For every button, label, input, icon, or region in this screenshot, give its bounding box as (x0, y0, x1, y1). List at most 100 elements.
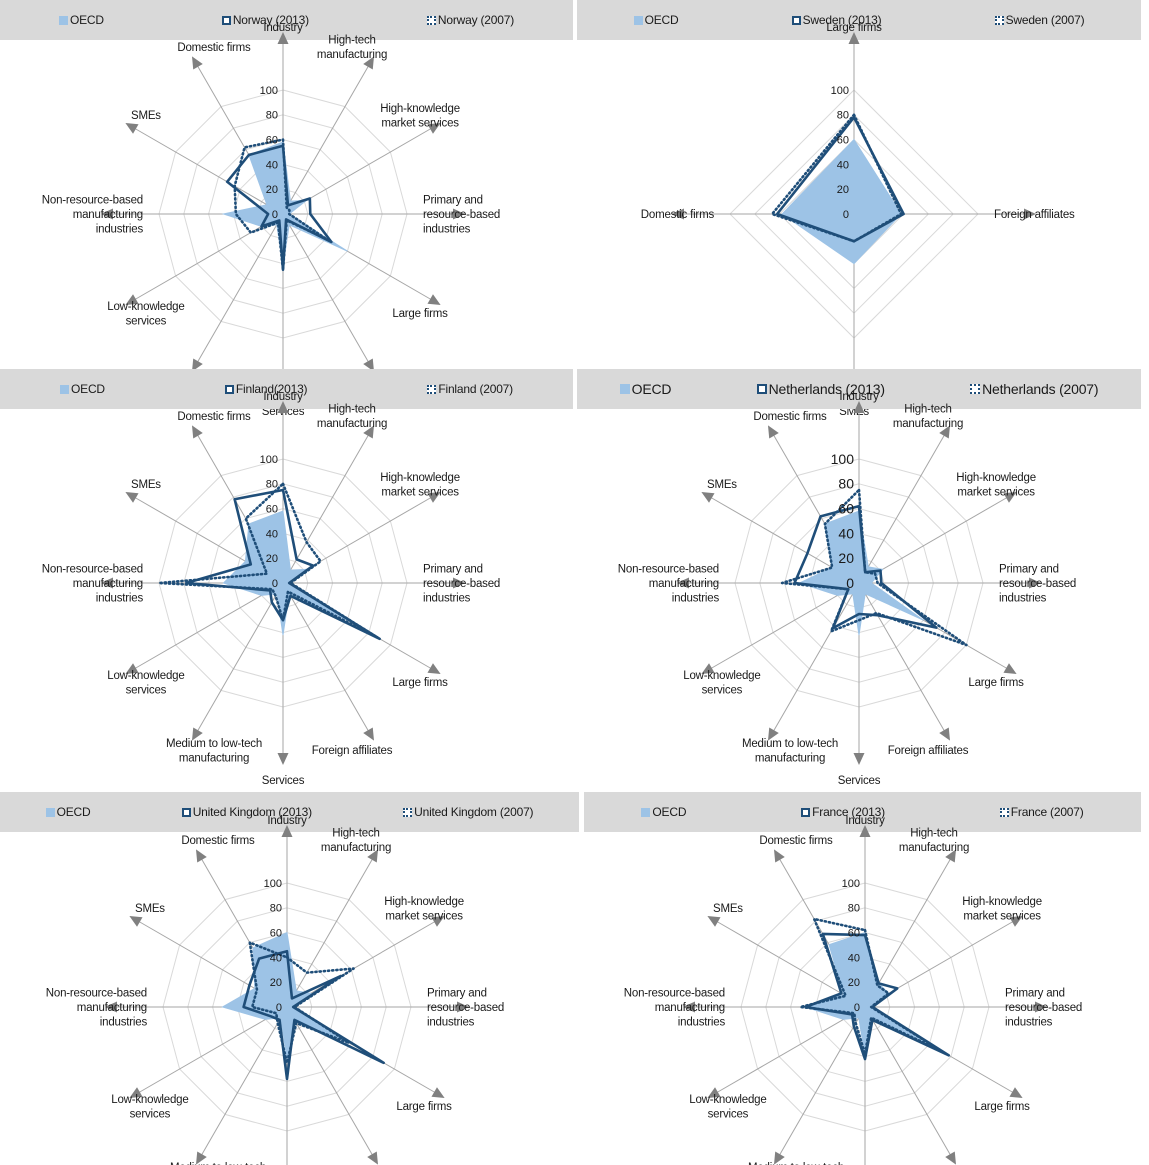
axis-arrow (939, 727, 950, 741)
legend-swatch-fill (58, 15, 68, 25)
axis-line (286, 920, 437, 1008)
legend-label: Netherlands (2013) (768, 381, 885, 397)
axis-arrow (277, 753, 289, 765)
panel-norway: OECD Norway (2013) Norway (2007) 0 20 40 60… (0, 0, 573, 418)
legend-swatch-solid (181, 807, 191, 817)
axis-arrow (1003, 663, 1017, 674)
axis-label: SMEs (713, 903, 743, 915)
axis-arrow (277, 401, 289, 413)
axis-arrow (129, 916, 143, 927)
axis-label: High-knowledge market services (384, 896, 464, 923)
tick-label: 100 (260, 454, 278, 466)
tick-label: 100 (831, 451, 855, 467)
axis-label: Domestic firms (181, 835, 255, 847)
legend-label: Netherlands (2007) (982, 381, 1099, 397)
tick-label: 20 (270, 977, 282, 989)
axis-labels: Industry High-tech manufacturing High-knowl… (42, 391, 501, 787)
tick-label: 60 (848, 927, 860, 939)
axis-label: Non-resource-based manufacturing industrie… (618, 564, 720, 605)
legend-swatch-solid (221, 15, 231, 25)
axis-label: Primary and resource-based industries (423, 195, 500, 236)
axis-arrow (707, 916, 721, 927)
axis-label: Low-knowledge services (683, 670, 760, 697)
axis-label: High-knowledge market services (380, 103, 460, 130)
legend-item-2013: Sweden (2013) (791, 13, 882, 27)
legend-label: Finland(2013) (235, 382, 308, 396)
axis-arrow (192, 425, 203, 439)
axis-label: Domestic firms (641, 209, 715, 221)
series-2013-line (242, 949, 385, 1081)
tick-label: 40 (838, 525, 854, 541)
axis-line (282, 582, 370, 733)
axis-label: Primary and resource-based industries (1005, 988, 1082, 1029)
axis-label: Industry (267, 815, 307, 827)
axis-label: Industry (263, 391, 303, 403)
legend-item-oecd: OECD (60, 382, 105, 396)
axis-line (200, 1006, 288, 1157)
axis-labels: Industry High-tech manufacturing High-knowl… (46, 815, 505, 1165)
legend-item-2013: United Kingdom (2013) (181, 805, 312, 819)
tick-labels: 0 20 40 60 80 100 (842, 878, 860, 1014)
tick-label: 0 (272, 209, 278, 221)
tick-label: 100 (264, 878, 282, 890)
legend-label: France (2013) (812, 805, 885, 819)
legend-item-2013: Finland(2013) (224, 382, 308, 396)
axis-label: High-knowledge market services (380, 472, 460, 499)
tick-label: 20 (266, 184, 278, 196)
tick-label: 20 (837, 184, 849, 196)
axis-label: Domestic firms (753, 411, 827, 423)
axis-line (858, 496, 1009, 584)
legend-swatch-dotted (426, 15, 436, 25)
legend-item-2007: Norway (2007) (426, 13, 514, 27)
axis-arrow (1029, 577, 1041, 589)
axis-labels: Industry High-tech manufacturing High-knowl… (618, 391, 1077, 787)
panel-netherlands: OECD Netherlands (2013) Netherlands (200… (577, 369, 1141, 787)
radar-chart-united-kingdom: 0 20 40 60 80 100 Industry High-tech manufacturi… (46, 815, 505, 1165)
tick-label: 80 (837, 110, 849, 122)
axis-arrow (768, 425, 779, 439)
axis-label: Low-knowledge services (107, 670, 184, 697)
axis-label: Services (838, 775, 881, 787)
legend-swatch-fill (619, 384, 630, 394)
radar-chart-netherlands: 0 20 40 60 80 100 Industry High-tech manufacturi… (618, 391, 1077, 787)
axis-label: Large firms (392, 677, 448, 689)
panel-united-kingdom: OECD United Kingdom (2013) United Kingdo… (0, 792, 579, 1165)
legend-item-oecd: OECD (58, 13, 104, 27)
axis-label: Non-resource-based manufacturing industrie… (42, 195, 144, 236)
axis-label: Services (262, 775, 305, 787)
legend-swatch-dotted (403, 807, 413, 817)
axis-arrow (125, 492, 139, 503)
axis-label: Primary and resource-based industries (423, 564, 500, 605)
axis-line (286, 857, 374, 1008)
axis-arrow (427, 492, 441, 503)
axis-arrow (945, 849, 956, 863)
axis-arrow (1009, 1087, 1023, 1098)
axis-label: High-tech manufacturing (317, 404, 387, 431)
legend-swatch-dotted (999, 807, 1009, 817)
axis-arrow (939, 425, 950, 439)
axis-line (282, 433, 370, 584)
axis-label: High-tech manufacturing (321, 828, 391, 855)
axis-label: Foreign affiliates (994, 209, 1075, 221)
axis-label: High-tech manufacturing (899, 828, 969, 855)
series-2007-line (780, 488, 968, 647)
axis-line (133, 582, 284, 670)
axis-arrow (363, 56, 374, 70)
legend-swatch-fill (633, 15, 643, 25)
legend-label: Sweden (2007) (1005, 13, 1085, 27)
axis-line (282, 64, 370, 215)
axis-line (133, 213, 284, 301)
legend-label: Norway (2013) (232, 13, 309, 27)
axis-line (709, 582, 860, 670)
legend-item-2007: Netherlands (2007) (970, 381, 1099, 397)
axis-label: Industry (263, 22, 303, 34)
axis-label: Large firms (968, 677, 1024, 689)
tick-label: 0 (854, 1002, 860, 1014)
axis-line (282, 213, 370, 364)
tick-labels: 0 20 40 60 80 100 (260, 85, 278, 221)
axis-label: Foreign affiliates (888, 745, 969, 757)
axis-arrow (1035, 1001, 1047, 1013)
legend-item-oecd: OECD (619, 381, 671, 397)
axis-arrow (853, 753, 865, 765)
